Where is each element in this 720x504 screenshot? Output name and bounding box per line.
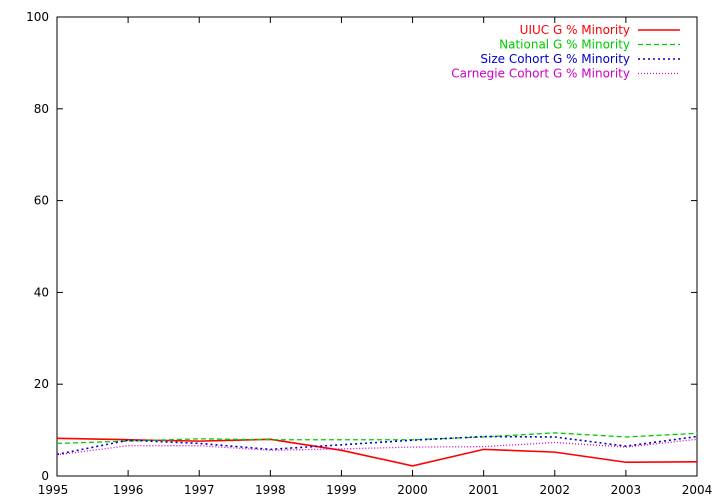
x-tick-label: 1995 bbox=[38, 483, 69, 497]
legend-label-4: Carnegie Cohort G % Minority bbox=[451, 67, 630, 81]
legend-label-3: Size Cohort G % Minority bbox=[480, 52, 630, 66]
x-tick-label: 2000 bbox=[397, 483, 428, 497]
x-tick-label: 1999 bbox=[326, 483, 357, 497]
series-line-2 bbox=[56, 432, 698, 445]
x-tick-label: 1997 bbox=[184, 483, 215, 497]
x-tick-label: 1996 bbox=[113, 483, 144, 497]
plot-frame bbox=[56, 16, 698, 477]
legend-label-1: UIUC G % Minority bbox=[520, 23, 630, 37]
axis-ticks: 0 20 40 60 80 100 1995 1996 1997 1998 1999 2000 2001… bbox=[26, 10, 712, 497]
x-tick-label: 2002 bbox=[540, 483, 571, 497]
y-tick-label: 40 bbox=[34, 285, 49, 299]
x-tick-label: 2001 bbox=[468, 483, 499, 497]
y-tick-label: 0 bbox=[41, 469, 49, 483]
series-lines bbox=[56, 432, 698, 467]
y-tick-label: 20 bbox=[34, 377, 49, 391]
x-tick-label: 1998 bbox=[255, 483, 286, 497]
y-tick-label: 100 bbox=[26, 10, 49, 24]
series-line-4 bbox=[56, 438, 698, 456]
x-tick-label: 2003 bbox=[611, 483, 642, 497]
y-tick-label: 60 bbox=[34, 194, 49, 208]
y-tick-label: 80 bbox=[34, 102, 49, 116]
series-line-3 bbox=[56, 435, 698, 456]
legend-label-2: National G % Minority bbox=[499, 38, 630, 52]
x-tick-label: 2004 bbox=[682, 483, 713, 497]
